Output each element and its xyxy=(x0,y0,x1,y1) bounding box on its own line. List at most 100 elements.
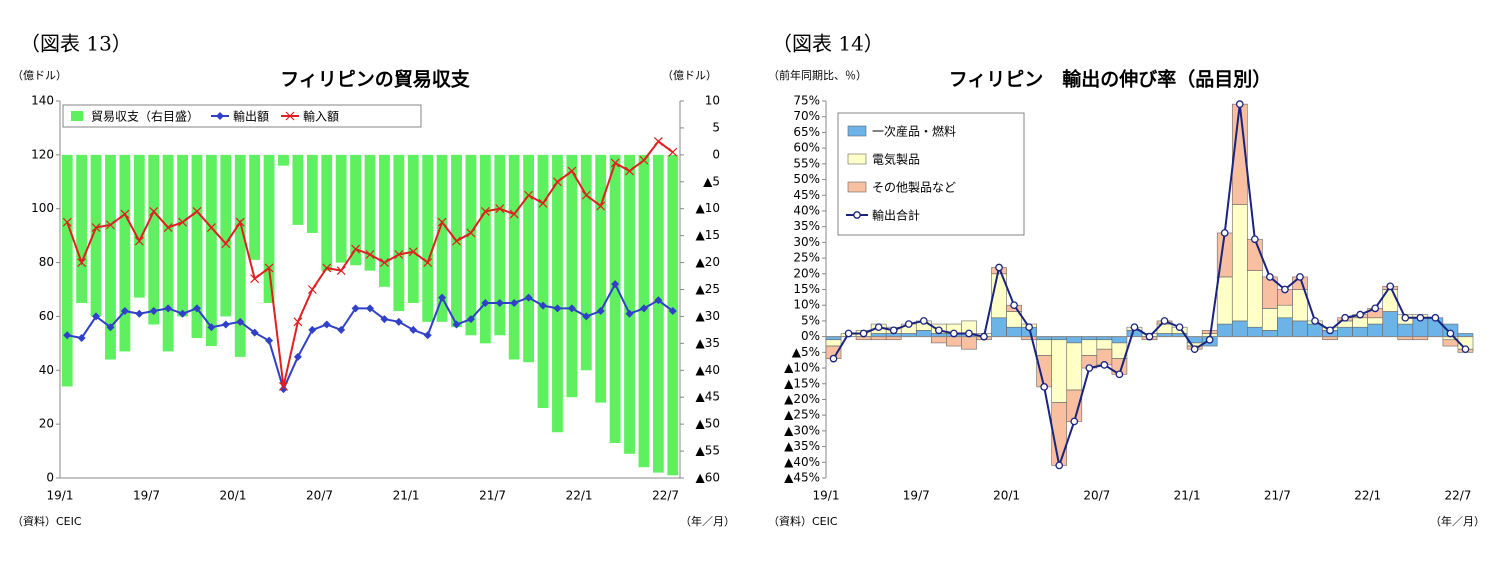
point xyxy=(135,309,144,318)
source: （資料）CEIC xyxy=(12,514,82,528)
point xyxy=(452,320,461,329)
point xyxy=(1235,100,1244,108)
x-tick-label: 20/7 xyxy=(306,489,333,503)
y-tick-label: ▲25% xyxy=(784,408,820,422)
point xyxy=(1326,326,1334,335)
legend-label: 電気製品 xyxy=(872,152,920,167)
point xyxy=(904,320,913,328)
bar xyxy=(1051,339,1068,403)
figure-label: （図表 14） xyxy=(772,32,884,56)
point xyxy=(829,354,838,363)
y-tick-label: 5% xyxy=(801,313,820,327)
point xyxy=(625,309,634,318)
legend-swatch xyxy=(847,153,867,165)
y-tick-label: 65% xyxy=(793,125,820,139)
point xyxy=(1085,364,1094,372)
point xyxy=(582,312,591,321)
y2-tick-label: ▲5 xyxy=(703,174,720,188)
bar xyxy=(148,154,160,325)
bar xyxy=(494,154,506,336)
y-tick-label: 30% xyxy=(793,235,820,249)
point xyxy=(1250,235,1259,244)
y-tick-label: 60% xyxy=(793,141,820,155)
x-tick-label: 20/7 xyxy=(1083,489,1110,503)
point xyxy=(178,309,187,318)
point xyxy=(1190,345,1199,354)
bar xyxy=(652,154,664,473)
point xyxy=(221,320,230,329)
legend-swatch xyxy=(71,111,83,121)
point xyxy=(77,258,87,267)
x-tick-label: 22/1 xyxy=(1354,489,1381,503)
point xyxy=(466,315,475,324)
point xyxy=(452,236,461,246)
point xyxy=(437,217,447,227)
point xyxy=(1145,332,1154,341)
point xyxy=(1281,285,1289,294)
legend-marker xyxy=(216,112,225,120)
bar xyxy=(1277,317,1293,337)
y-tick-label: ▲20% xyxy=(784,392,820,406)
y-tick-label: 40 xyxy=(39,363,54,377)
point xyxy=(438,293,447,302)
bar xyxy=(580,154,592,371)
point xyxy=(293,352,302,361)
bar xyxy=(1111,336,1128,344)
point xyxy=(394,317,403,326)
y-tick-label: 45% xyxy=(793,188,820,202)
y-axis-label: （前年同期比、％） xyxy=(768,68,867,82)
bar xyxy=(915,330,932,337)
bar xyxy=(1292,320,1308,337)
point xyxy=(351,244,361,254)
point xyxy=(1266,273,1274,281)
y-tick-label: ▲35% xyxy=(784,439,820,453)
point xyxy=(236,317,245,326)
point xyxy=(553,304,562,313)
bar xyxy=(393,154,405,312)
bar xyxy=(609,154,621,443)
legend-box xyxy=(837,112,1025,236)
point xyxy=(206,223,216,232)
bar xyxy=(407,154,419,303)
x-tick-label: 21/1 xyxy=(393,489,420,503)
bar xyxy=(234,154,246,357)
point xyxy=(639,155,649,165)
point xyxy=(322,320,331,329)
legend-label: その他製品など xyxy=(872,181,956,195)
point xyxy=(639,304,648,313)
point xyxy=(1461,345,1470,354)
point xyxy=(480,206,490,216)
chart-title: フィリピン 輸出の伸び率（品目別） xyxy=(949,68,1272,91)
x-tick-label: 22/1 xyxy=(566,489,593,503)
point xyxy=(524,190,534,200)
y-axis-label: （億ドル） xyxy=(12,69,67,82)
bar xyxy=(263,154,275,303)
bar xyxy=(1036,355,1052,388)
bar xyxy=(1231,320,1248,337)
point xyxy=(235,217,245,227)
bar xyxy=(523,154,535,363)
y2-tick-label: ▲30 xyxy=(696,309,721,323)
legend-box xyxy=(62,104,422,128)
y-tick-label: 55% xyxy=(793,156,820,170)
bar xyxy=(1066,342,1083,391)
bar xyxy=(667,154,679,476)
point xyxy=(653,136,663,146)
bar xyxy=(220,154,232,317)
point xyxy=(668,307,677,316)
y-tick-label: 40% xyxy=(793,203,820,217)
bar xyxy=(133,154,145,298)
bar xyxy=(537,154,549,408)
bar xyxy=(946,336,962,347)
point xyxy=(538,198,548,208)
x-tick-label: 19/1 xyxy=(813,489,840,503)
bar xyxy=(1036,339,1052,356)
point xyxy=(1356,310,1365,319)
bar xyxy=(422,154,434,322)
y2-tick-label: ▲55 xyxy=(696,444,721,458)
bar xyxy=(931,336,947,344)
point xyxy=(965,329,973,338)
y-tick-label: 120 xyxy=(31,147,54,161)
point xyxy=(481,298,490,307)
